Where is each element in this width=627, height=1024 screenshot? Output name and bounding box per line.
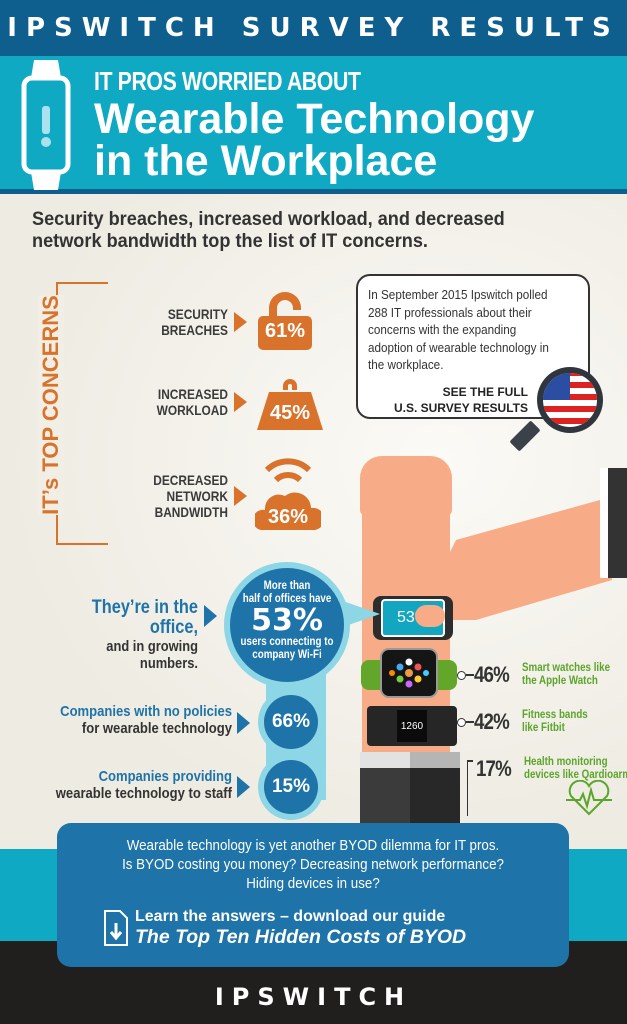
stat-label-line1: Companies providing	[98, 768, 232, 785]
arrow-icon	[237, 776, 250, 798]
cta-line2: Is BYOD costing you money? Decreasing ne…	[122, 857, 504, 873]
device-stat-health-monitor: 17% Health monitoring devices like Qardio…	[476, 756, 627, 782]
ipswitch-logo: IPSWITCH	[214, 983, 413, 1011]
cta-line3: Hiding devices in use?	[246, 876, 380, 892]
concerns-section-title: IT’s TOP CONCERNS	[38, 295, 64, 515]
download-line1[interactable]: Learn the answers – download our guide	[135, 908, 446, 925]
arrow-icon	[234, 312, 247, 332]
magnifier-us-flag-icon[interactable]	[510, 365, 610, 455]
smartwatch-alert-icon	[21, 60, 71, 190]
concern-decreased-bandwidth: DECREASED NETWORK BANDWIDTH 36%	[70, 456, 325, 536]
intro-summary: Security breaches, increased workload, a…	[32, 208, 505, 252]
padlock-icon: 61%	[255, 292, 315, 352]
concern-label: BANDWIDTH	[154, 504, 228, 520]
circle-value: 53%	[251, 603, 323, 638]
finger-illustration	[415, 605, 445, 627]
concern-value: 61%	[264, 320, 306, 342]
arrow-icon	[237, 712, 250, 734]
survey-title-bar: IPSWITCH SURVEY RESULTS	[0, 0, 627, 56]
stat-label-line1: Companies with no policies	[60, 703, 232, 720]
device-desc: like Fitbit	[522, 722, 565, 734]
device-desc: devices like Qardioarm	[524, 769, 627, 781]
connector-dot	[457, 717, 466, 727]
arrow-icon	[234, 392, 247, 412]
see-full-results-link[interactable]: SEE THE FULL U.S. SURVEY RESULTS	[394, 384, 528, 416]
connector-dot	[457, 670, 466, 680]
device-desc: Smart watches like	[522, 662, 611, 674]
heart-pulse-icon	[566, 780, 612, 816]
arrow-icon	[204, 605, 217, 627]
cta-box: Wearable technology is yet another BYOD …	[57, 823, 569, 967]
circle-text: company Wi-Fi	[252, 649, 322, 661]
concern-label: SECURITY	[167, 306, 228, 322]
concern-label: WORKLOAD	[156, 402, 228, 418]
connector-line	[466, 721, 474, 723]
wifi-cloud-icon: 36%	[252, 456, 325, 536]
device-value: 17%	[476, 756, 512, 781]
link-line1[interactable]: SEE THE FULL	[442, 385, 528, 399]
device-stat-fitness-band: 42% Fitness bands like Fitbit	[457, 709, 599, 735]
concern-increased-workload: INCREASED WORKLOAD 45%	[70, 372, 323, 432]
hero-banner: IT PROS WORRIED ABOUT Wearable Technolog…	[0, 56, 627, 194]
download-document-icon[interactable]	[103, 909, 129, 947]
office-label: They’re in the office, and in growing nu…	[32, 597, 198, 673]
concern-label: DECREASED NETWORK	[153, 472, 228, 504]
weight-icon: 45%	[255, 372, 323, 432]
connector-line	[466, 674, 474, 676]
concern-label: INCREASED	[157, 386, 228, 402]
circle-text: More than	[263, 580, 311, 592]
device-desc: Health monitoring	[524, 756, 608, 768]
device-desc: the Apple Watch	[522, 675, 598, 687]
stat-value: 66%	[264, 695, 318, 749]
device-stat-smartwatch: 46% Smart watches like the Apple Watch	[457, 662, 626, 688]
download-guide-link[interactable]: Learn the answers – download our guide T…	[103, 907, 466, 948]
concern-label: BREACHES	[161, 322, 228, 338]
circle-text: half of offices have	[242, 593, 332, 605]
pointing-hand-illustration	[416, 500, 612, 620]
survey-title: IPSWITCH SURVEY RESULTS	[7, 13, 620, 43]
apple-watch-icon	[380, 648, 438, 698]
fitbit-band-icon: 1260	[367, 706, 457, 746]
office-wifi-circle: More than half of offices have 53% users…	[224, 562, 350, 688]
stat-label-line2: wearable technology to staff	[55, 785, 233, 802]
stat-providing-circle: 15%	[258, 754, 324, 820]
hero-subtitle: IT PROS WORRIED ABOUT	[94, 66, 361, 96]
device-value: 46%	[474, 662, 510, 687]
download-line2[interactable]: The Top Ten Hidden Costs of BYOD	[135, 926, 467, 948]
concern-security-breaches: SECURITY BREACHES 61%	[70, 292, 315, 352]
link-line2[interactable]: U.S. SURVEY RESULTS	[393, 401, 528, 415]
stat-no-policies-label: Companies with no policies for wearable …	[20, 703, 232, 737]
device-value: 42%	[474, 709, 510, 734]
office-label-line2: and in growing numbers.	[106, 638, 198, 672]
office-label-line1: They’re in the office,	[91, 597, 198, 638]
cta-text: Wearable technology is yet another BYOD …	[77, 837, 548, 894]
device-desc: Fitness bands	[522, 709, 588, 721]
sleeve-cuff	[600, 468, 627, 578]
arrow-icon	[234, 486, 247, 506]
stat-value: 15%	[264, 760, 318, 814]
fitbit-display: 1260	[397, 710, 427, 742]
hero-title-line2: in the Workplace	[94, 137, 438, 185]
stat-providing-label: Companies providing wearable technology …	[20, 768, 232, 802]
circle-text: users connecting to	[240, 636, 334, 648]
cta-line1: Wearable technology is yet another BYOD …	[126, 838, 500, 854]
stat-label-line2: for wearable technology	[81, 720, 232, 737]
stat-no-policies-circle: 66%	[258, 689, 324, 755]
hero-title-line1: Wearable Technology	[94, 95, 535, 143]
survey-description: In September 2015 Ipswitch polled 288 IT…	[368, 287, 549, 372]
concern-value: 45%	[269, 402, 311, 424]
concern-value: 36%	[267, 506, 309, 528]
down-arrow-icon	[466, 760, 475, 816]
